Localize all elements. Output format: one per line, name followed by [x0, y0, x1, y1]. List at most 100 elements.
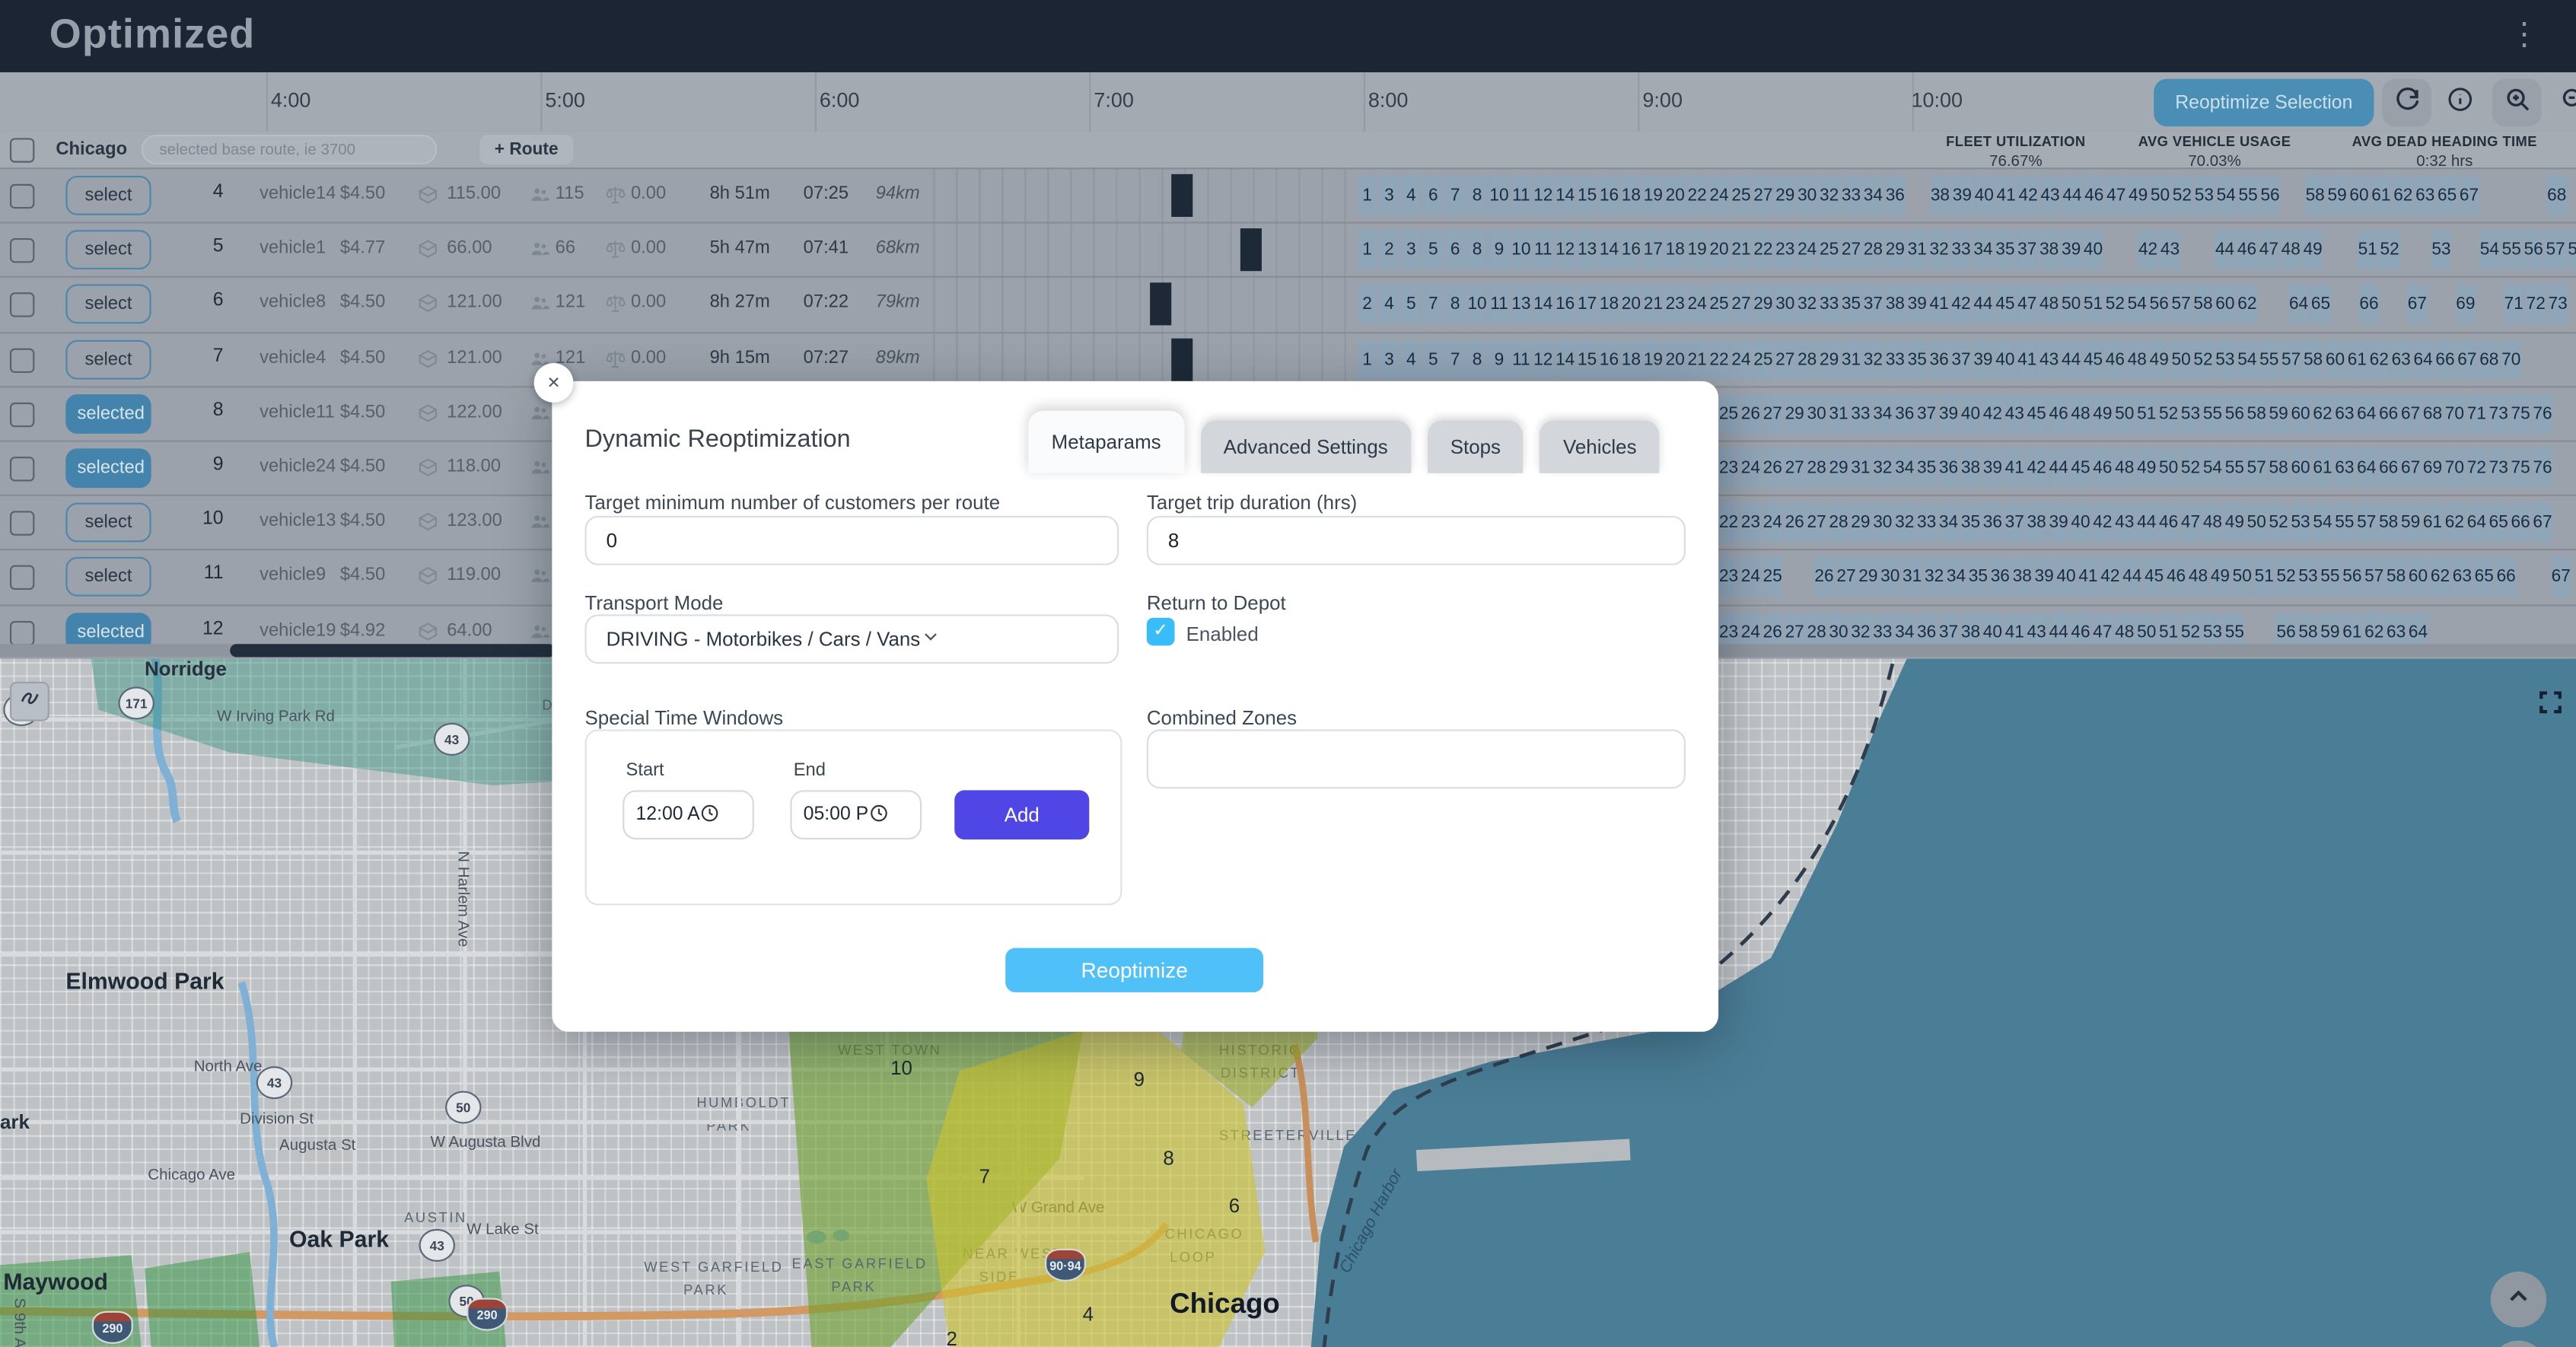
stop-cell[interactable]: 59 — [2268, 393, 2289, 434]
return-to-depot-checkbox[interactable]: ✓ — [1146, 617, 1175, 646]
stop-cell[interactable]: 40 — [1995, 339, 2016, 379]
stop-cell[interactable]: 50 — [2061, 285, 2081, 325]
stop-cell[interactable]: 64 — [2356, 448, 2377, 489]
stop-cell[interactable]: 26 — [1813, 557, 1835, 597]
gantt-block[interactable] — [1171, 337, 1193, 381]
fullscreen-icon[interactable] — [2536, 689, 2565, 717]
stop-cell[interactable]: 45 — [2070, 448, 2091, 489]
gantt-block[interactable] — [1240, 228, 1262, 272]
stop-cell[interactable]: 57 — [2356, 502, 2377, 543]
stop-cell[interactable]: 40 — [1960, 393, 1981, 434]
stop-cell[interactable]: 64 — [2412, 339, 2434, 379]
stop-cell[interactable]: 41 — [2004, 448, 2025, 489]
stop-cell[interactable]: 31 — [1902, 557, 1923, 597]
stop-cell[interactable]: 36 — [1938, 448, 1959, 489]
stop-cell[interactable]: 44 — [2048, 448, 2069, 489]
stop-cell[interactable]: 36 — [1894, 393, 1915, 434]
stop-cell[interactable]: 27 — [1841, 230, 1861, 270]
stop-cell[interactable]: 46 — [2092, 448, 2113, 489]
stop-cell[interactable]: 24 — [1740, 448, 1761, 489]
stop-cell[interactable]: 36 — [1928, 339, 1950, 379]
stop-cell[interactable]: 43 — [2114, 502, 2135, 543]
stop-cell[interactable]: 34 — [1872, 393, 1893, 434]
stop-cell[interactable]: 48 — [2188, 557, 2208, 597]
stop-cell[interactable]: 67 — [2532, 502, 2553, 543]
stop-cell[interactable]: 13 — [1511, 285, 1532, 325]
stop-cell[interactable]: 52 — [2105, 285, 2125, 325]
stop-cell[interactable]: 17 — [1577, 285, 1597, 325]
stop-cell[interactable]: 60 — [2325, 339, 2345, 379]
stop-cell[interactable]: 1 — [1357, 339, 1377, 379]
stop-cell[interactable]: 60 — [2348, 175, 2370, 215]
stop-cell[interactable]: 4 — [1400, 175, 1422, 215]
stop-cell[interactable]: 2 — [1357, 285, 1377, 325]
kebab-menu-icon[interactable]: ⋮ — [2508, 18, 2540, 53]
stop-cell[interactable]: 45 — [1995, 285, 2016, 325]
stop-cell[interactable]: 44 — [2062, 175, 2083, 215]
stop-cell[interactable]: 36 — [1989, 557, 2011, 597]
stop-cell[interactable]: 54 — [2126, 285, 2148, 325]
stop-cell[interactable]: 58 — [2246, 393, 2267, 434]
stop-cell[interactable]: 56 — [2523, 230, 2544, 270]
stop-cell[interactable]: 10 — [1489, 175, 1510, 215]
stop-cell[interactable]: 27 — [1753, 175, 1774, 215]
map-draw-tool-button[interactable] — [9, 681, 49, 721]
stop-cell[interactable]: 38 — [2026, 502, 2047, 543]
stop-cell[interactable]: 2 — [1379, 230, 1399, 270]
stop-cell[interactable]: 25 — [1731, 175, 1752, 215]
stop-cell[interactable]: 55 — [2237, 175, 2259, 215]
stop-cell[interactable]: 66 — [2434, 339, 2456, 379]
row-select-button[interactable]: select — [65, 230, 151, 270]
stop-cell[interactable]: 18 — [1621, 339, 1641, 379]
stop-cell[interactable]: 48 — [2126, 339, 2148, 379]
horizontal-scrollbar-thumb[interactable] — [230, 644, 556, 658]
stop-cell[interactable]: 8 — [1466, 339, 1488, 379]
stop-cell[interactable]: 13 — [1577, 230, 1597, 270]
stop-cell[interactable]: 3 — [1379, 175, 1399, 215]
stop-cell[interactable]: 40 — [2070, 502, 2091, 543]
stop-cell[interactable]: 39 — [2033, 557, 2055, 597]
stop-cell[interactable]: 32 — [1872, 448, 1893, 489]
stop-cell[interactable]: 29 — [1850, 502, 1871, 543]
stop-cell[interactable]: 23 — [1718, 557, 1739, 597]
stop-cell[interactable]: 4 — [1400, 339, 1422, 379]
stop-cell[interactable]: 62 — [2237, 285, 2258, 325]
stop-cell[interactable]: 59 — [2400, 502, 2421, 543]
stop-cell[interactable]: 55 — [2334, 502, 2355, 543]
stop-cell[interactable]: 28 — [1863, 230, 1883, 270]
stop-cell[interactable]: 53 — [2290, 502, 2311, 543]
stop-cell[interactable]: 20 — [1664, 175, 1686, 215]
stop-cell[interactable]: 27 — [1784, 448, 1805, 489]
stop-cell[interactable]: 36 — [1982, 502, 2003, 543]
stop-cell[interactable]: 11 — [1511, 175, 1532, 215]
stop-cell[interactable]: 23 — [1775, 230, 1796, 270]
stop-cell[interactable]: 48 — [2039, 285, 2060, 325]
stop-cell[interactable]: 30 — [1797, 175, 1818, 215]
stop-cell[interactable]: 28 — [1797, 339, 1818, 379]
stop-cell[interactable]: 47 — [2017, 285, 2038, 325]
stop-cell[interactable]: 65 — [2488, 502, 2509, 543]
stop-cell[interactable]: 53 — [2193, 175, 2215, 215]
stop-cell[interactable]: 1 — [1357, 175, 1377, 215]
row-checkbox[interactable] — [9, 183, 35, 209]
row-checkbox[interactable] — [9, 293, 35, 318]
stop-cell[interactable]: 3 — [1379, 339, 1399, 379]
stop-cell[interactable]: 32 — [1797, 285, 1818, 325]
row-checkbox[interactable] — [9, 238, 35, 263]
stop-cell[interactable]: 41 — [1995, 175, 2017, 215]
stop-cell[interactable]: 47 — [2259, 230, 2279, 270]
stop-cell[interactable]: 57 — [2170, 285, 2192, 325]
stop-cell[interactable]: 21 — [1731, 230, 1752, 270]
stop-cell[interactable]: 32 — [1894, 502, 1915, 543]
stop-cell[interactable]: 53 — [2297, 557, 2319, 597]
stop-cell[interactable]: 6 — [1444, 230, 1466, 270]
min-customers-input[interactable] — [584, 515, 1119, 565]
stop-cell[interactable]: 52 — [2268, 502, 2289, 543]
stop-cell[interactable]: 20 — [1708, 230, 1730, 270]
stop-cell[interactable]: 31 — [1906, 230, 1928, 270]
stop-cell[interactable]: 67 — [2400, 393, 2421, 434]
stop-cell[interactable]: 56 — [2224, 393, 2245, 434]
stop-cell[interactable]: 64 — [2466, 502, 2487, 543]
stop-cell[interactable]: 20 — [1621, 285, 1641, 325]
stop-cell[interactable]: 71 — [2503, 285, 2524, 325]
